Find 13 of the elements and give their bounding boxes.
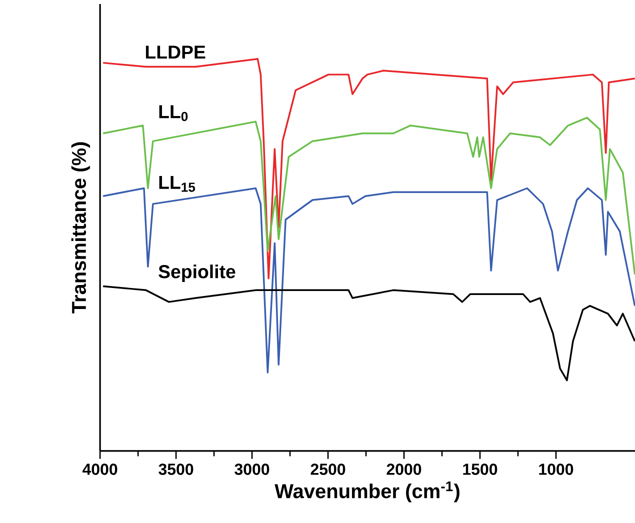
series-label: LLDPE — [146, 46, 206, 59]
series-label: Sepiolite — [158, 264, 236, 282]
x-tick-label: 1500 — [463, 464, 498, 475]
x-tick-label: 3500 — [158, 464, 194, 476]
series-label: LL$_{15}$ — [159, 176, 196, 192]
series-label: LL$_{0}$ — [159, 105, 188, 122]
x-tick-label: 3000 — [234, 464, 270, 476]
x-tick-label: 2500 — [310, 464, 346, 475]
x-tick-label: 1000 — [539, 464, 574, 475]
x-axis-title: Wavenumber (cm$^{-1}$) — [274, 482, 460, 502]
x-tick-label: 2000 — [386, 464, 422, 475]
x-tick-label: 4000 — [82, 464, 118, 475]
y-axis-title: Transmittance (%) — [71, 142, 90, 314]
